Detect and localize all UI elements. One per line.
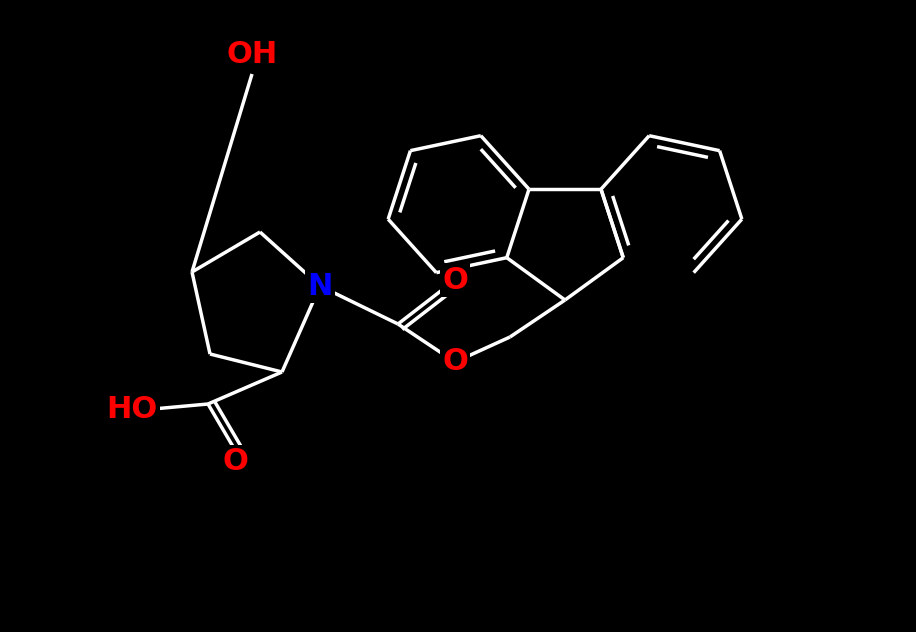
Text: HO: HO bbox=[106, 396, 158, 425]
Text: O: O bbox=[442, 265, 468, 295]
Text: O: O bbox=[222, 447, 248, 477]
Text: N: N bbox=[307, 272, 333, 300]
Text: O: O bbox=[442, 348, 468, 377]
Text: OH: OH bbox=[226, 40, 278, 68]
